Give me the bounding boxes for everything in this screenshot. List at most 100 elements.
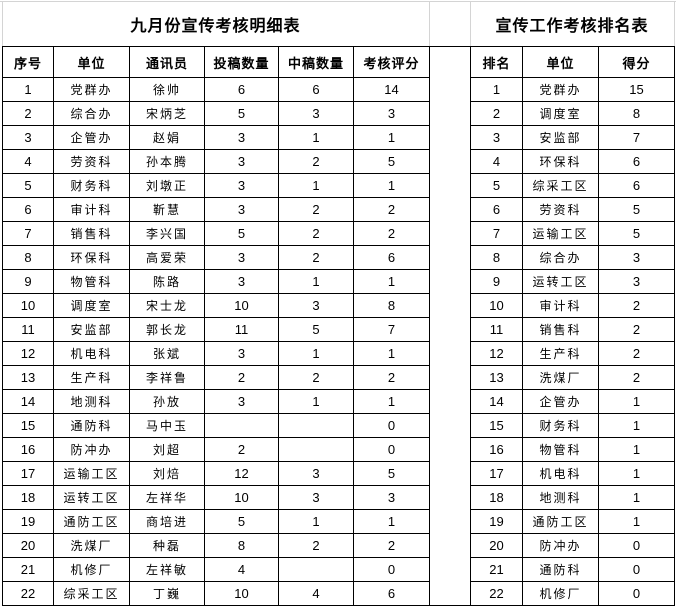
table-cell: 2	[204, 365, 279, 390]
table-cell: 劳资科	[522, 197, 599, 222]
table-row: 19 通防工区 商培进 5 1 1	[2, 509, 430, 534]
table-row: 11 销售科 2	[470, 317, 675, 342]
table-cell: 13	[470, 365, 523, 390]
table-cell: 14	[2, 389, 54, 414]
table-cell: 张斌	[129, 341, 205, 366]
table-cell: 11	[470, 317, 523, 342]
table-cell: 4	[278, 581, 354, 606]
table-cell: 1	[598, 509, 675, 534]
table-row: 4 劳资科 孙本腾 3 2 5	[2, 149, 430, 174]
table-cell: 陈路	[129, 269, 205, 294]
table-row: 17 机电科 1	[470, 461, 675, 486]
table-cell	[204, 413, 279, 438]
table-cell: 11	[204, 317, 279, 342]
table-cell: 8	[204, 533, 279, 558]
table-cell: 1	[278, 173, 354, 198]
table-row: 11 安监部 郭长龙 11 5 7	[2, 317, 430, 342]
right-table-header-row: 排名 单位 得分	[470, 46, 675, 78]
table-cell: 物管科	[522, 437, 599, 462]
table-cell: 6	[204, 77, 279, 102]
table-row: 7 运输工区 5	[470, 221, 675, 246]
table-cell: 6	[278, 77, 354, 102]
table-cell: 6	[353, 581, 430, 606]
table-cell: 1	[598, 413, 675, 438]
table-row: 3 企管办 赵娟 3 1 1	[2, 125, 430, 150]
table-cell: 3	[204, 149, 279, 174]
table-cell: 5	[353, 461, 430, 486]
table-cell: 10	[204, 293, 279, 318]
table-cell: 16	[470, 437, 523, 462]
table-cell: 20	[470, 533, 523, 558]
table-cell: 3	[598, 245, 675, 270]
table-cell: 18	[470, 485, 523, 510]
table-row: 13 洗煤厂 2	[470, 365, 675, 390]
table-cell: 10	[204, 485, 279, 510]
table-cell: 7	[353, 317, 430, 342]
table-cell: 5	[598, 221, 675, 246]
spacer-column	[429, 46, 471, 606]
table-cell: 10	[470, 293, 523, 318]
table-cell: 3	[204, 341, 279, 366]
table-cell: 10	[2, 293, 54, 318]
table-cell: 3	[353, 485, 430, 510]
table-cell: 孙本腾	[129, 149, 205, 174]
table-cell: 19	[470, 509, 523, 534]
left-table-body: 1 党群办 徐帅 6 6 14 2 综合办 宋炳芝 5 3 3 3 企管办 赵娟 3 1 1 4 劳资科 孙本腾 3 2 5 5…	[2, 77, 430, 606]
table-cell: 6	[598, 149, 675, 174]
table-row: 12 生产科 2	[470, 341, 675, 366]
table-row: 20 洗煤厂 种磊 8 2 2	[2, 533, 430, 558]
table-row: 20 防冲办 0	[470, 533, 675, 558]
table-cell: 2	[278, 245, 354, 270]
table-cell: 企管办	[53, 125, 130, 150]
table-row: 19 通防工区 1	[470, 509, 675, 534]
table-cell: 0	[353, 413, 430, 438]
table-cell: 销售科	[53, 221, 130, 246]
table-cell: 15	[2, 413, 54, 438]
table-cell: 13	[2, 365, 54, 390]
table-cell: 17	[2, 461, 54, 486]
table-cell: 5	[204, 221, 279, 246]
table-cell: 1	[598, 437, 675, 462]
table-cell: 5	[353, 149, 430, 174]
table-cell: 企管办	[522, 389, 599, 414]
table-cell	[278, 413, 354, 438]
table-row: 13 生产科 李祥鲁 2 2 2	[2, 365, 430, 390]
table-row: 9 物管科 陈路 3 1 1	[2, 269, 430, 294]
table-cell: 商培进	[129, 509, 205, 534]
table-row: 16 物管科 1	[470, 437, 675, 462]
table-cell: 生产科	[53, 365, 130, 390]
table-row: 6 劳资科 5	[470, 197, 675, 222]
table-cell: 1	[353, 269, 430, 294]
table-cell: 3	[204, 125, 279, 150]
table-cell: 5	[470, 173, 523, 198]
table-row: 14 企管办 1	[470, 389, 675, 414]
table-cell: 22	[2, 581, 54, 606]
table-cell: 3	[278, 293, 354, 318]
table-cell	[278, 437, 354, 462]
table-cell: 3	[353, 101, 430, 126]
table-cell: 1	[598, 389, 675, 414]
table-row: 21 机修厂 左祥敏 4 0	[2, 557, 430, 582]
table-cell: 3	[204, 197, 279, 222]
table-cell: 机电科	[522, 461, 599, 486]
column-header: 得分	[598, 46, 675, 78]
table-cell: 3	[204, 173, 279, 198]
table-cell: 1	[353, 509, 430, 534]
left-table-header-row: 序号 单位 通讯员 投稿数量 中稿数量 考核评分	[2, 46, 430, 78]
table-cell: 2	[204, 437, 279, 462]
table-row: 16 防冲办 刘超 2 0	[2, 437, 430, 462]
table-cell: 21	[2, 557, 54, 582]
table-cell: 调度室	[522, 101, 599, 126]
table-cell: 运输工区	[522, 221, 599, 246]
table-cell: 综采工区	[522, 173, 599, 198]
table-cell: 2	[598, 317, 675, 342]
table-cell: 6	[353, 245, 430, 270]
column-header: 考核评分	[353, 46, 430, 78]
table-cell: 生产科	[522, 341, 599, 366]
table-cell: 5	[278, 317, 354, 342]
table-cell: 李祥鲁	[129, 365, 205, 390]
table-cell: 通防工区	[522, 509, 599, 534]
table-row: 12 机电科 张斌 3 1 1	[2, 341, 430, 366]
table-cell: 高爱荣	[129, 245, 205, 270]
table-cell: 通防科	[522, 557, 599, 582]
